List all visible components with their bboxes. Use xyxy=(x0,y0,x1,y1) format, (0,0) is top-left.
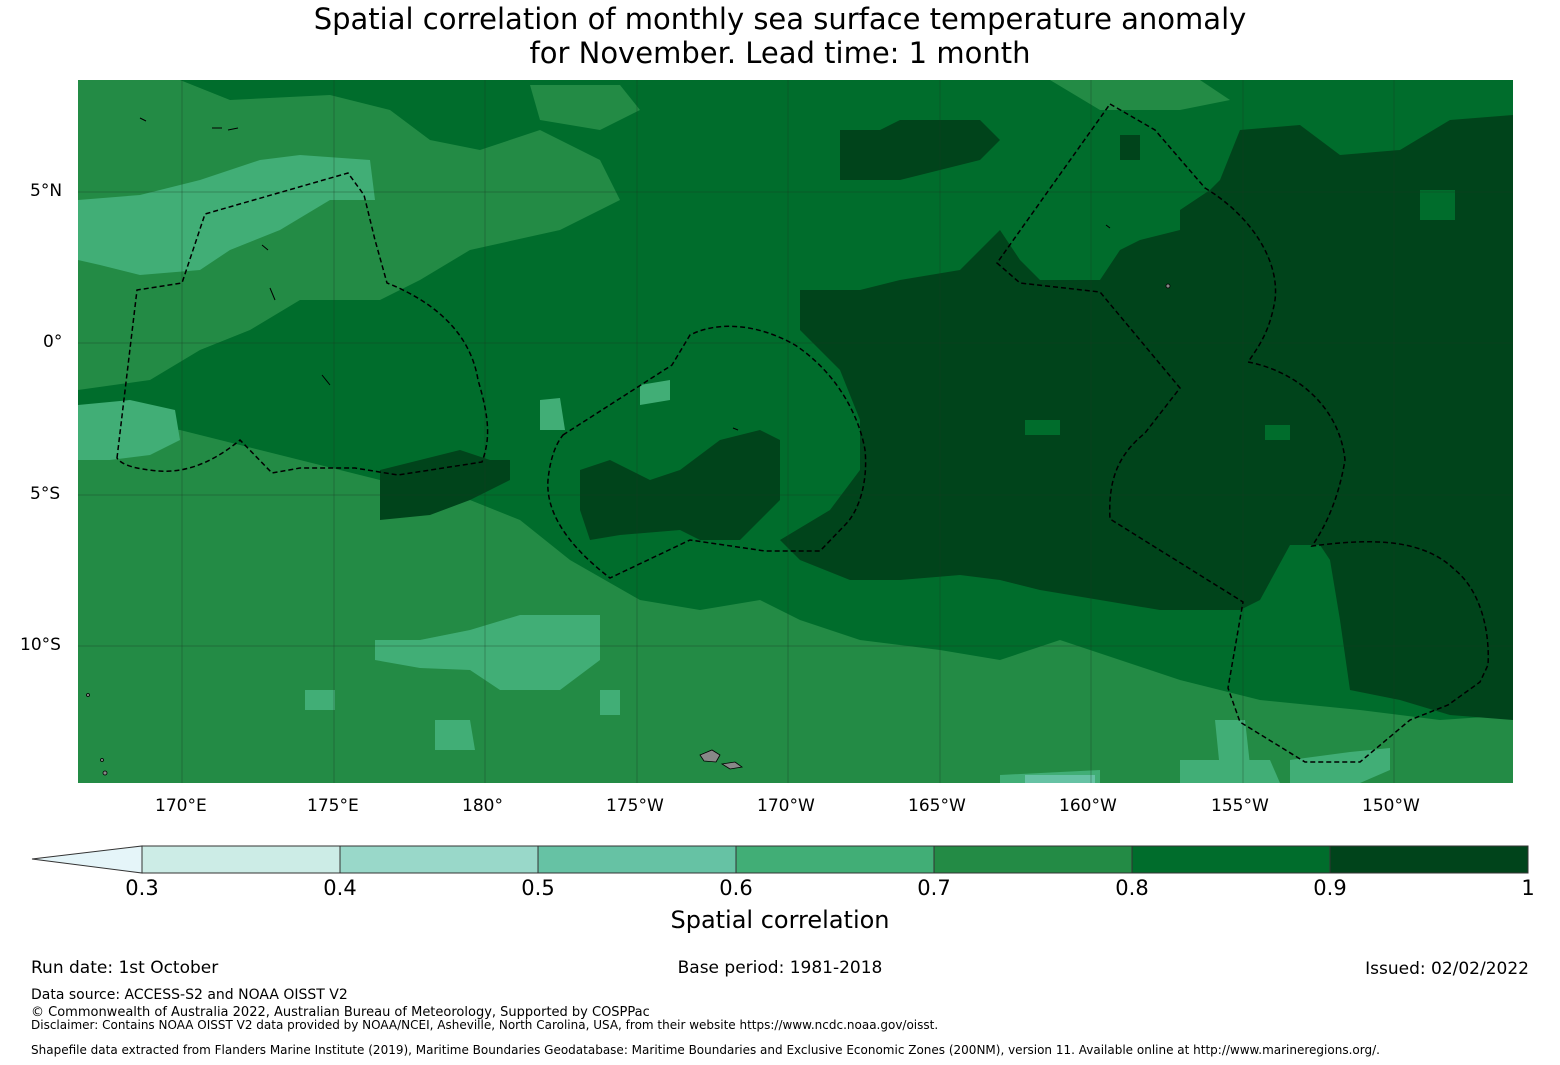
eez-boundary-kiribati-gilbert xyxy=(116,172,489,476)
lat-label-5n: 5°N xyxy=(30,181,63,201)
atoll-outline xyxy=(321,374,331,386)
atoll-outline xyxy=(732,427,739,431)
issued-date: Issued: 02/02/2022 xyxy=(1365,959,1529,979)
colorbar-tick-0.8: 0.8 xyxy=(1115,876,1149,900)
lon-label-170w: 170°W xyxy=(757,796,815,816)
region-0.9-1 xyxy=(380,115,1513,720)
island-marker xyxy=(102,770,108,776)
colorbar-segment-0.7-0.8 xyxy=(933,845,1133,874)
chart-title-line-1: Spatial correlation of monthly sea surfa… xyxy=(313,2,1247,36)
colorbar-segment-0.9-1 xyxy=(1329,845,1529,874)
lon-label-180: 180° xyxy=(462,796,503,816)
lat-label-10s: 10°S xyxy=(20,635,61,655)
colorbar-segment-0.6-0.7 xyxy=(735,845,935,874)
island-marker xyxy=(1165,283,1171,289)
chart-title: Spatial correlation of monthly sea surfa… xyxy=(0,2,1560,70)
lon-label-175w: 175°W xyxy=(606,796,664,816)
chart-title-line-2: for November. Lead time: 1 month xyxy=(529,36,1031,70)
correlation-map xyxy=(31,80,1529,874)
colorbar-tick-0.4: 0.4 xyxy=(323,876,357,900)
shapefile-credit: Shapefile data extracted from Flanders M… xyxy=(31,1043,1380,1057)
samoa-island-upolu xyxy=(720,761,744,770)
atoll-outline xyxy=(261,244,269,251)
gridlines xyxy=(78,80,1513,783)
lon-label-155w: 155°W xyxy=(1211,796,1269,816)
eez-boundary-tokelau-samoa xyxy=(547,325,867,579)
region-0.5-0.6 xyxy=(1025,775,1095,783)
colorbar-segment-0.3-0.4 xyxy=(141,845,341,874)
eez-boundary-kiribati-line xyxy=(995,103,1489,763)
copyright: © Commonwealth of Australia 2022, Austra… xyxy=(31,1005,650,1020)
eez-boundaries xyxy=(116,103,1489,763)
lat-label-0: 0° xyxy=(43,332,63,352)
colorbar xyxy=(31,845,1529,874)
atoll-outline xyxy=(139,117,147,122)
island-marker xyxy=(100,758,104,762)
colorbar-label: Spatial correlation xyxy=(670,906,890,934)
atoll-outline xyxy=(227,127,239,131)
colorbar-segment-0.8-0.9 xyxy=(1131,845,1331,874)
lat-label-5s: 5°S xyxy=(30,484,61,504)
run-date: Run date: 1st October xyxy=(31,958,219,978)
islands xyxy=(86,283,1171,776)
atoll-outline xyxy=(269,287,276,301)
region-0.8-0.9-patches xyxy=(1025,190,1455,440)
lon-label-150w: 150°W xyxy=(1362,796,1420,816)
atolls xyxy=(139,117,1111,431)
data-source: Data source: ACCESS-S2 and NOAA OISST V2 xyxy=(31,987,348,1003)
lon-label-165w: 165°W xyxy=(908,796,966,816)
lon-label-170e: 170°E xyxy=(155,796,207,816)
colorbar-tick-0.9: 0.9 xyxy=(1313,876,1347,900)
samoa-island-savaii xyxy=(699,749,721,763)
atoll-outline xyxy=(1105,224,1111,229)
region-0.6-0.7 xyxy=(78,155,1390,783)
lon-label-175e: 175°E xyxy=(307,796,359,816)
colorbar-tick-0.3: 0.3 xyxy=(125,876,159,900)
colorbar-tick-0.5: 0.5 xyxy=(521,876,555,900)
colorbar-tick-1: 1 xyxy=(1521,876,1535,900)
colorbar-tick-0.7: 0.7 xyxy=(917,876,951,900)
base-period: Base period: 1981-2018 xyxy=(677,958,883,978)
colorbar-segment-0.4-0.5 xyxy=(339,845,539,874)
colorbar-extend-min xyxy=(31,845,143,874)
disclaimer: Disclaimer: Contains NOAA OISST V2 data … xyxy=(31,1018,939,1032)
lon-label-160w: 160°W xyxy=(1059,796,1117,816)
colorbar-segment-0.5-0.6 xyxy=(537,845,737,874)
island-marker xyxy=(86,693,90,697)
colorbar-tick-0.6: 0.6 xyxy=(719,876,753,900)
map-panel xyxy=(78,80,1513,783)
